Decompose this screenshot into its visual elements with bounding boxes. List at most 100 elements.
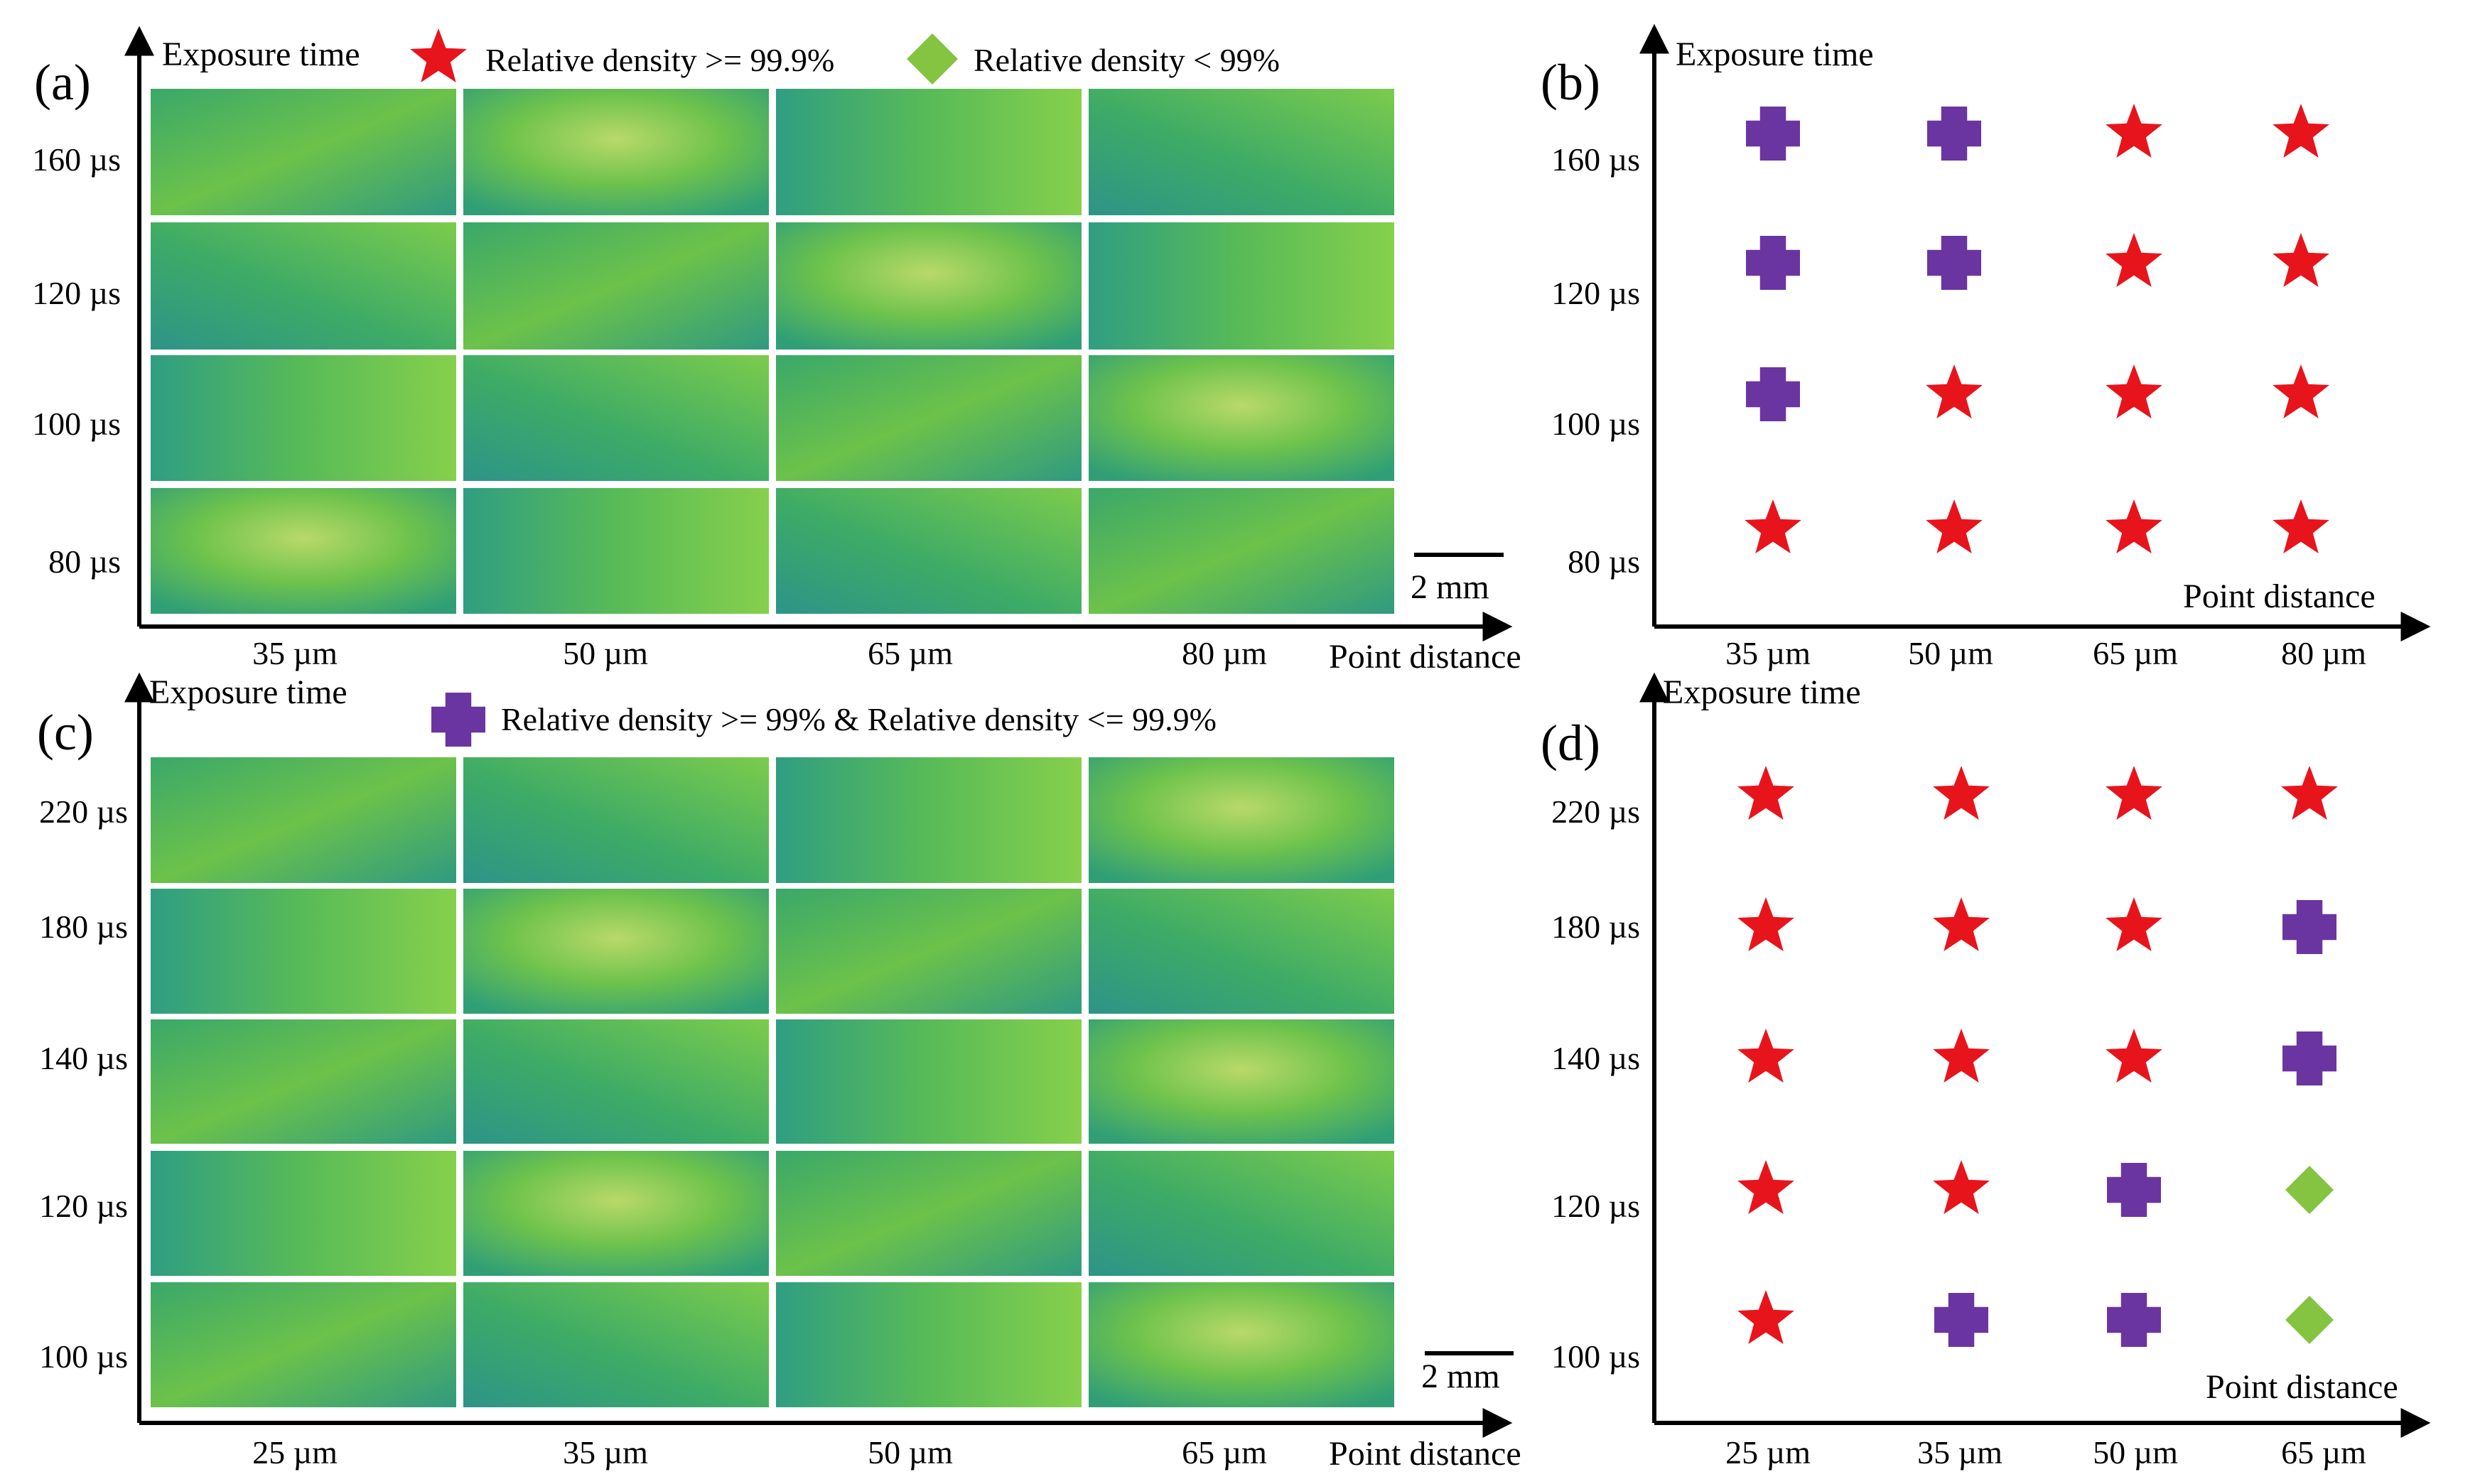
panel-c-micrograph-grid xyxy=(151,757,1394,1407)
panel-d-marker-plus-icon xyxy=(1934,1293,1988,1347)
panel-b-marker-star-icon xyxy=(1926,499,1983,553)
panel-d-marker-star-icon xyxy=(2106,1029,2162,1083)
panel-d-col-label: 50 µm xyxy=(2093,1434,2178,1471)
panel-b-col-label: 50 µm xyxy=(1908,635,1993,671)
panel-d-marker-plus-icon xyxy=(2107,1293,2161,1347)
panel-d-marker-star-icon xyxy=(1933,897,1990,951)
panel-b-marker-star-icon xyxy=(2106,104,2162,158)
panel-d-row-label: 100 µs xyxy=(1551,1338,1640,1375)
panel-c-micrograph-tile xyxy=(1089,1151,1394,1276)
panel-a-micrograph-tile xyxy=(463,355,769,481)
panel-c-col-label: 35 µm xyxy=(563,1434,648,1471)
panel-c-scale-label: 2 mm xyxy=(1421,1358,1500,1395)
panel-a-col-label: 80 µm xyxy=(1182,635,1267,671)
panel-d-marker-star-icon xyxy=(1933,1160,1990,1214)
panel-b-col-label: 35 µm xyxy=(1725,635,1811,671)
panel-c-col-label: 65 µm xyxy=(1182,1434,1267,1471)
panel-a-row-label: 160 µs xyxy=(32,141,121,178)
panel-c-micrograph-tile xyxy=(151,1151,456,1276)
panel-c-micrograph-tile xyxy=(463,1282,769,1407)
panel-b-marker-star-icon xyxy=(2106,233,2162,287)
panel-a-label: (a) xyxy=(34,54,91,111)
panel-a-micrograph-tile xyxy=(463,222,769,350)
panel-c-scale-bar: 2 mm xyxy=(1421,1351,1514,1395)
panel-a-scale-label: 2 mm xyxy=(1411,568,1489,606)
panel-d-tick-labels: 220 µs 180 µs 140 µs 120 µs 100 µs 25 µm 35 µm… xyxy=(1551,794,2366,1471)
panel-b-markers xyxy=(1745,104,2329,553)
panel-a-micrograph-tile xyxy=(151,89,456,215)
panel-a-micrograph-tile xyxy=(1089,222,1394,350)
panel-a-col-label: 50 µm xyxy=(563,635,648,671)
panel-c-col-label: 25 µm xyxy=(252,1434,338,1471)
panel-d-marker-star-icon xyxy=(2281,766,2338,820)
panel-d-marker-plus-icon xyxy=(2282,900,2336,954)
panel-c-row-label: 220 µs xyxy=(39,794,128,830)
panel-a-micrograph-tile xyxy=(776,488,1082,614)
panel-d-x-title: Point distance xyxy=(2206,1368,2398,1406)
panel-d-col-label: 35 µm xyxy=(1917,1434,2002,1471)
panel-a-row-label: 80 µs xyxy=(48,543,121,580)
panel-d-row-label: 220 µs xyxy=(1551,794,1640,830)
legend-mid-label: Relative density >= 99% & Relative densi… xyxy=(501,701,1217,737)
panel-c-micrograph-tile xyxy=(1089,757,1394,883)
panel-a-micrograph-tile xyxy=(151,488,456,614)
panel-a-micrograph-grid xyxy=(151,89,1394,614)
panel-a-row-label: 120 µs xyxy=(32,275,121,311)
panel-b-marker-star-icon xyxy=(1926,364,1983,418)
panel-b-marker-star-icon xyxy=(2106,364,2162,418)
panel-d-row-label: 120 µs xyxy=(1551,1188,1640,1224)
panel-a-row-label: 100 µs xyxy=(32,406,121,442)
panel-d-row-label: 180 µs xyxy=(1551,909,1640,945)
panel-d-marker-star-icon xyxy=(1737,897,1794,951)
panel-d-marker-diamond-icon xyxy=(2285,1296,2334,1344)
panel-c-label: (c) xyxy=(37,704,94,761)
panel-c-micrograph-tile xyxy=(151,757,456,883)
panel-a-micrograph-tile xyxy=(463,488,769,614)
panel-a-y-title: Exposure time xyxy=(162,36,360,73)
panel-a-micrograph-tile xyxy=(776,222,1082,350)
legend-high-label: Relative density >= 99.9% xyxy=(485,42,834,78)
panel-c-x-title: Point distance xyxy=(1329,1435,1521,1473)
panel-c-micrograph-tile xyxy=(463,1151,769,1276)
panel-d-marker-star-icon xyxy=(1933,766,1990,820)
panel-c-micrograph-tile xyxy=(1089,1019,1394,1144)
panel-b-x-title: Point distance xyxy=(2183,578,2376,615)
panel-c-row-label: 180 µs xyxy=(39,909,128,945)
panel-c-micrograph-tile xyxy=(1089,1282,1394,1407)
panel-d-y-title: Exposure time xyxy=(1663,673,1861,711)
panel-a-micrograph-tile xyxy=(463,89,769,215)
panel-d-marker-diamond-icon xyxy=(2285,1166,2334,1214)
panel-c-micrograph-tile xyxy=(463,757,769,883)
panel-a-micrograph-tile xyxy=(1089,89,1394,215)
panel-d-col-label: 25 µm xyxy=(1725,1434,1811,1471)
legend-star-icon xyxy=(410,28,467,82)
panel-b-tick-labels: 160 µs 120 µs 100 µs 80 µs 35 µm 50 µm 65 µm 80… xyxy=(1551,141,2366,671)
panel-c-micrograph-tile xyxy=(776,1151,1082,1276)
panel-c-row-label: 140 µs xyxy=(39,1040,128,1076)
panel-c-row-label: 120 µs xyxy=(39,1188,128,1224)
panel-b-label: (b) xyxy=(1541,54,1600,111)
panel-d-marker-star-icon xyxy=(1737,1160,1794,1214)
legend-diamond-icon xyxy=(907,33,958,85)
panel-a-col-label: 65 µm xyxy=(868,635,953,671)
panel-a-col-label: 35 µm xyxy=(252,635,338,671)
panel-c-micrograph-tile xyxy=(463,889,769,1014)
panel-d-marker-plus-icon xyxy=(2282,1031,2336,1085)
panel-c-micrograph-tile xyxy=(776,757,1082,883)
panel-a-micrograph-tile xyxy=(1089,488,1394,614)
panel-a-micrograph-tile xyxy=(1089,355,1394,481)
panel-b-y-title: Exposure time xyxy=(1676,36,1874,73)
panel-a-tick-labels: 160 µs 120 µs 100 µs 80 µs 35 µm 50 µm 65 µm 80… xyxy=(32,141,1267,671)
panel-b-col-label: 65 µm xyxy=(2093,635,2178,671)
panel-d-marker-star-icon xyxy=(1737,1029,1794,1083)
panel-d-marker-star-icon xyxy=(1737,766,1794,820)
panel-d-markers xyxy=(1737,766,2338,1347)
panel-b-marker-plus-icon xyxy=(1927,107,1981,161)
panel-a-scale-bar: 2 mm xyxy=(1411,553,1504,606)
panel-b-row-label: 160 µs xyxy=(1551,141,1640,178)
panel-b-marker-plus-icon xyxy=(1927,236,1981,290)
panel-a-micrograph-tile xyxy=(776,355,1082,481)
panel-d-marker-plus-icon xyxy=(2107,1163,2161,1217)
panel-c-micrograph-tile xyxy=(1089,889,1394,1014)
